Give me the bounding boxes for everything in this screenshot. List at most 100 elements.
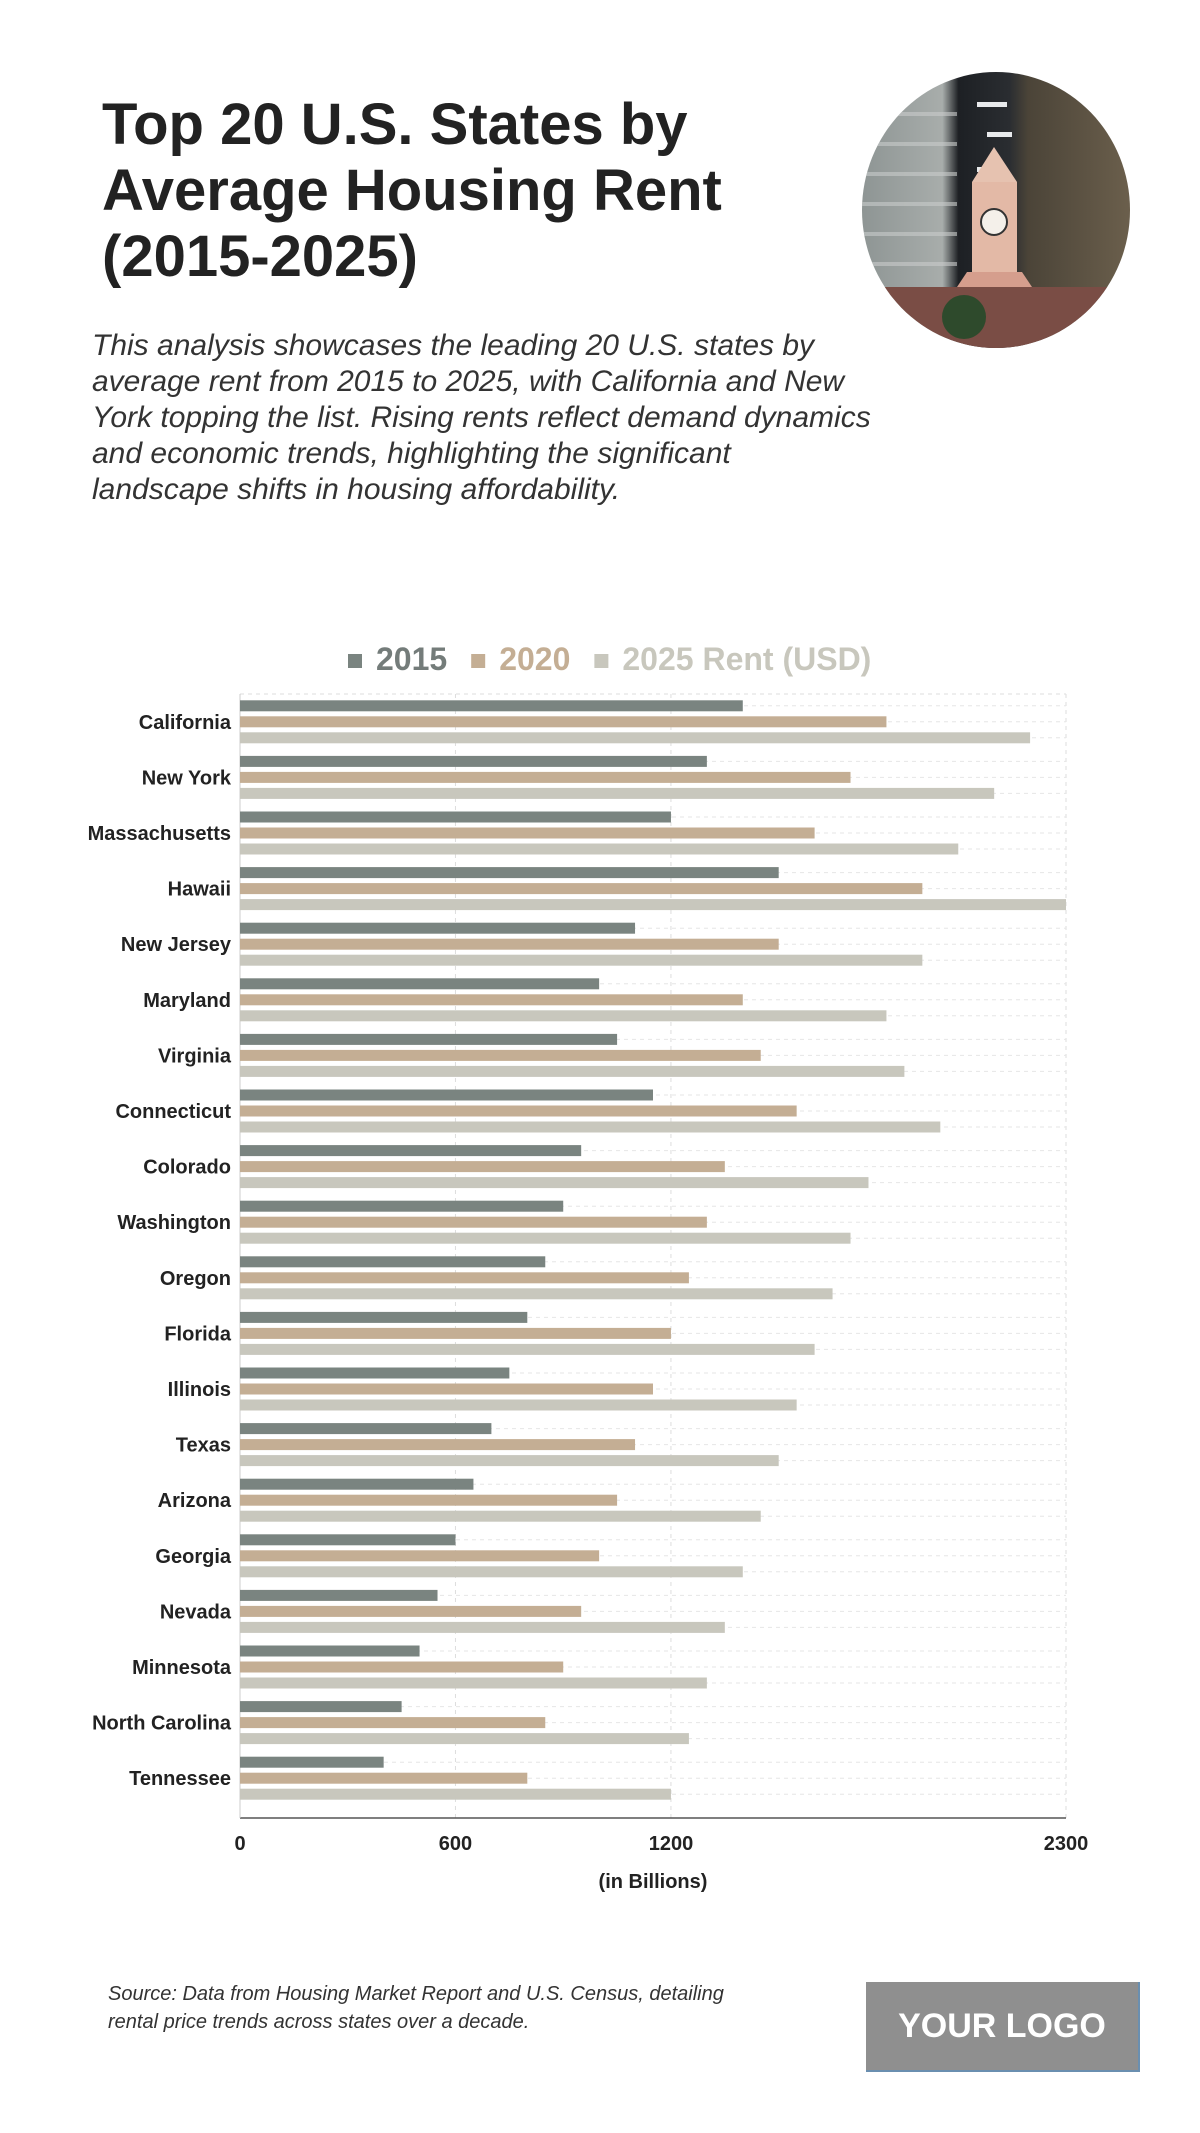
category-label: California <box>139 712 232 734</box>
legend-swatch <box>594 654 609 668</box>
bar-2025-hawaii <box>240 899 1066 911</box>
bar-2020-georgia <box>240 1550 600 1562</box>
x-axis-label: (in Billions) <box>599 1871 708 1893</box>
bar-2020-minnesota <box>240 1661 564 1673</box>
bar-2025-washington <box>240 1232 851 1244</box>
city-clock-tower-photo <box>862 72 1130 348</box>
category-label: Minnesota <box>132 1657 232 1679</box>
bar-2020-washington <box>240 1216 707 1228</box>
category-label: Hawaii <box>168 879 231 901</box>
bar-2015-illinois <box>240 1367 510 1379</box>
bar-2025-georgia <box>240 1566 743 1578</box>
bar-2025-virginia <box>240 1065 905 1077</box>
x-tick-label: 2300 <box>1044 1833 1089 1855</box>
bar-2015-maryland <box>240 978 600 990</box>
bar-2020-oregon <box>240 1272 689 1284</box>
bar-2015-arizona <box>240 1478 474 1490</box>
category-label: Oregon <box>160 1268 231 1290</box>
category-label: Texas <box>176 1435 231 1457</box>
bar-2015-new-york <box>240 755 707 767</box>
bar-2025-california <box>240 732 1031 744</box>
bar-2015-florida <box>240 1311 528 1323</box>
bar-2025-illinois <box>240 1399 797 1411</box>
bar-2020-tennessee <box>240 1772 528 1784</box>
category-label: Connecticut <box>115 1101 231 1123</box>
category-label: Virginia <box>158 1045 232 1067</box>
bar-2020-florida <box>240 1327 671 1339</box>
bar-2015-colorado <box>240 1145 582 1157</box>
bar-2015-north-carolina <box>240 1701 402 1713</box>
bar-2015-massachusetts <box>240 811 671 823</box>
bar-2025-minnesota <box>240 1677 707 1689</box>
page-title: Top 20 U.S. States by Average Housing Re… <box>102 92 722 289</box>
bar-2020-maryland <box>240 994 743 1006</box>
source-note: Source: Data from Housing Market Report … <box>108 1983 724 2033</box>
bar-2020-california <box>240 716 887 728</box>
chart-legend: 2015 2020 2025 Rent (USD) <box>348 641 871 677</box>
category-label: Maryland <box>143 990 231 1012</box>
bar-2020-connecticut <box>240 1105 797 1117</box>
category-label: Georgia <box>155 1546 231 1568</box>
bar-2025-new-york <box>240 787 995 799</box>
bar-2015-nevada <box>240 1589 438 1601</box>
bar-2025-connecticut <box>240 1121 941 1133</box>
legend-swatch <box>348 654 362 668</box>
logo-placeholder: YOUR LOGO <box>866 1982 1140 2072</box>
category-label: Illinois <box>168 1379 231 1401</box>
bar-2025-new-jersey <box>240 954 923 966</box>
bar-2015-oregon <box>240 1256 546 1268</box>
bar-2020-hawaii <box>240 883 923 895</box>
chart-bars <box>240 700 1066 1800</box>
bar-2015-texas <box>240 1423 492 1435</box>
category-label: Nevada <box>160 1601 232 1623</box>
bar-2020-massachusetts <box>240 827 815 839</box>
bar-2020-new-york <box>240 771 851 783</box>
bar-2020-nevada <box>240 1605 582 1617</box>
bar-2025-florida <box>240 1343 815 1355</box>
bar-2025-nevada <box>240 1621 725 1633</box>
bar-2020-new-jersey <box>240 938 779 950</box>
bar-2025-tennessee <box>240 1788 671 1800</box>
x-tick-labels: 0 600 1200 2300 <box>234 1833 1088 1855</box>
bar-2025-maryland <box>240 1010 887 1022</box>
bar-chart: 2015 2020 2025 Rent (USD) California New Yo… <box>88 641 1089 1893</box>
bar-2020-texas <box>240 1439 636 1451</box>
legend-label: 2025 Rent (USD) <box>622 641 871 677</box>
category-label: New York <box>142 767 232 789</box>
bar-2015-tennessee <box>240 1756 384 1768</box>
x-tick-label: 0 <box>234 1833 245 1855</box>
x-tick-label: 1200 <box>649 1833 694 1855</box>
bar-2015-georgia <box>240 1534 456 1546</box>
category-label: Massachusetts <box>88 823 231 845</box>
bar-2025-colorado <box>240 1177 869 1189</box>
bar-2015-california <box>240 700 743 712</box>
category-label: Florida <box>164 1323 232 1345</box>
bar-2015-virginia <box>240 1033 618 1045</box>
bar-2025-massachusetts <box>240 843 959 855</box>
bar-2015-washington <box>240 1200 564 1212</box>
bar-2020-north-carolina <box>240 1717 546 1729</box>
bar-2015-new-jersey <box>240 922 636 934</box>
category-label: Washington <box>117 1212 231 1234</box>
bar-2015-connecticut <box>240 1089 653 1101</box>
bar-2020-illinois <box>240 1383 653 1395</box>
category-label: Arizona <box>158 1490 232 1512</box>
category-label: Tennessee <box>129 1768 231 1790</box>
bar-2020-virginia <box>240 1049 761 1061</box>
bar-2025-oregon <box>240 1288 833 1300</box>
x-tick-label: 600 <box>439 1833 472 1855</box>
bar-2025-arizona <box>240 1510 761 1522</box>
bar-2020-colorado <box>240 1161 725 1173</box>
bar-2025-north-carolina <box>240 1733 689 1745</box>
category-label: New Jersey <box>121 934 232 956</box>
category-label: North Carolina <box>92 1713 232 1735</box>
page-subtitle: This analysis showcases the leading 20 U… <box>92 329 871 506</box>
legend-swatch <box>471 654 486 668</box>
bar-2015-hawaii <box>240 867 779 879</box>
bar-2020-arizona <box>240 1494 618 1506</box>
bar-2015-minnesota <box>240 1645 420 1657</box>
bar-2025-texas <box>240 1455 779 1467</box>
legend-label: 2015 <box>376 641 447 677</box>
category-labels: California New York Massachusetts Hawaii New… <box>88 712 232 1790</box>
category-label: Colorado <box>143 1157 231 1179</box>
